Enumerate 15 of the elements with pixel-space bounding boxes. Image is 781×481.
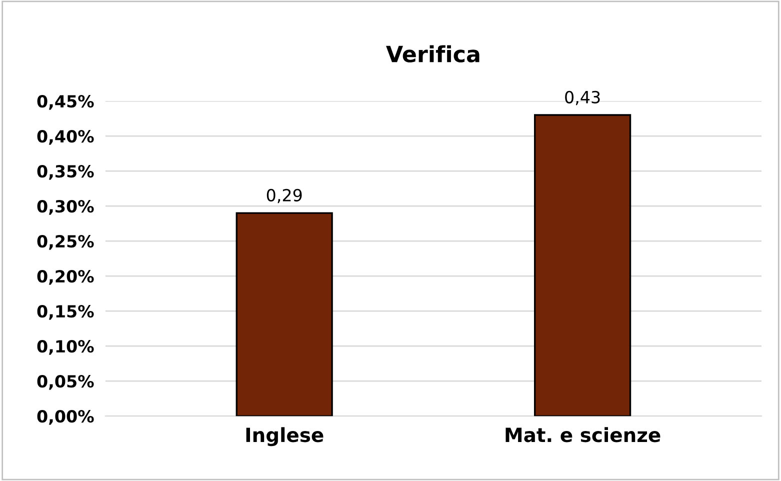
y-tick-label: 0,10% — [37, 340, 94, 355]
data-label: 0,43 — [565, 90, 600, 106]
y-tick-label: 0,20% — [37, 270, 94, 285]
chart-title: Verifica — [386, 45, 480, 62]
y-tick-label: 0,30% — [37, 200, 94, 215]
y-tick-label: 0,45% — [37, 94, 94, 110]
y-tick-label: 0,25% — [37, 234, 94, 250]
y-tick-label: 0,40% — [37, 130, 94, 145]
data-label: 0,29 — [266, 188, 302, 204]
y-tick-label: 0,35% — [37, 164, 94, 180]
y-tick-label: 0,00% — [37, 410, 94, 425]
x-tick-label: Inglese — [246, 427, 324, 446]
x-tick-label: Mat. e scienze — [506, 427, 660, 442]
y-tick-label: 0,05% — [37, 375, 94, 390]
y-tick-label: 0,15% — [37, 305, 94, 320]
